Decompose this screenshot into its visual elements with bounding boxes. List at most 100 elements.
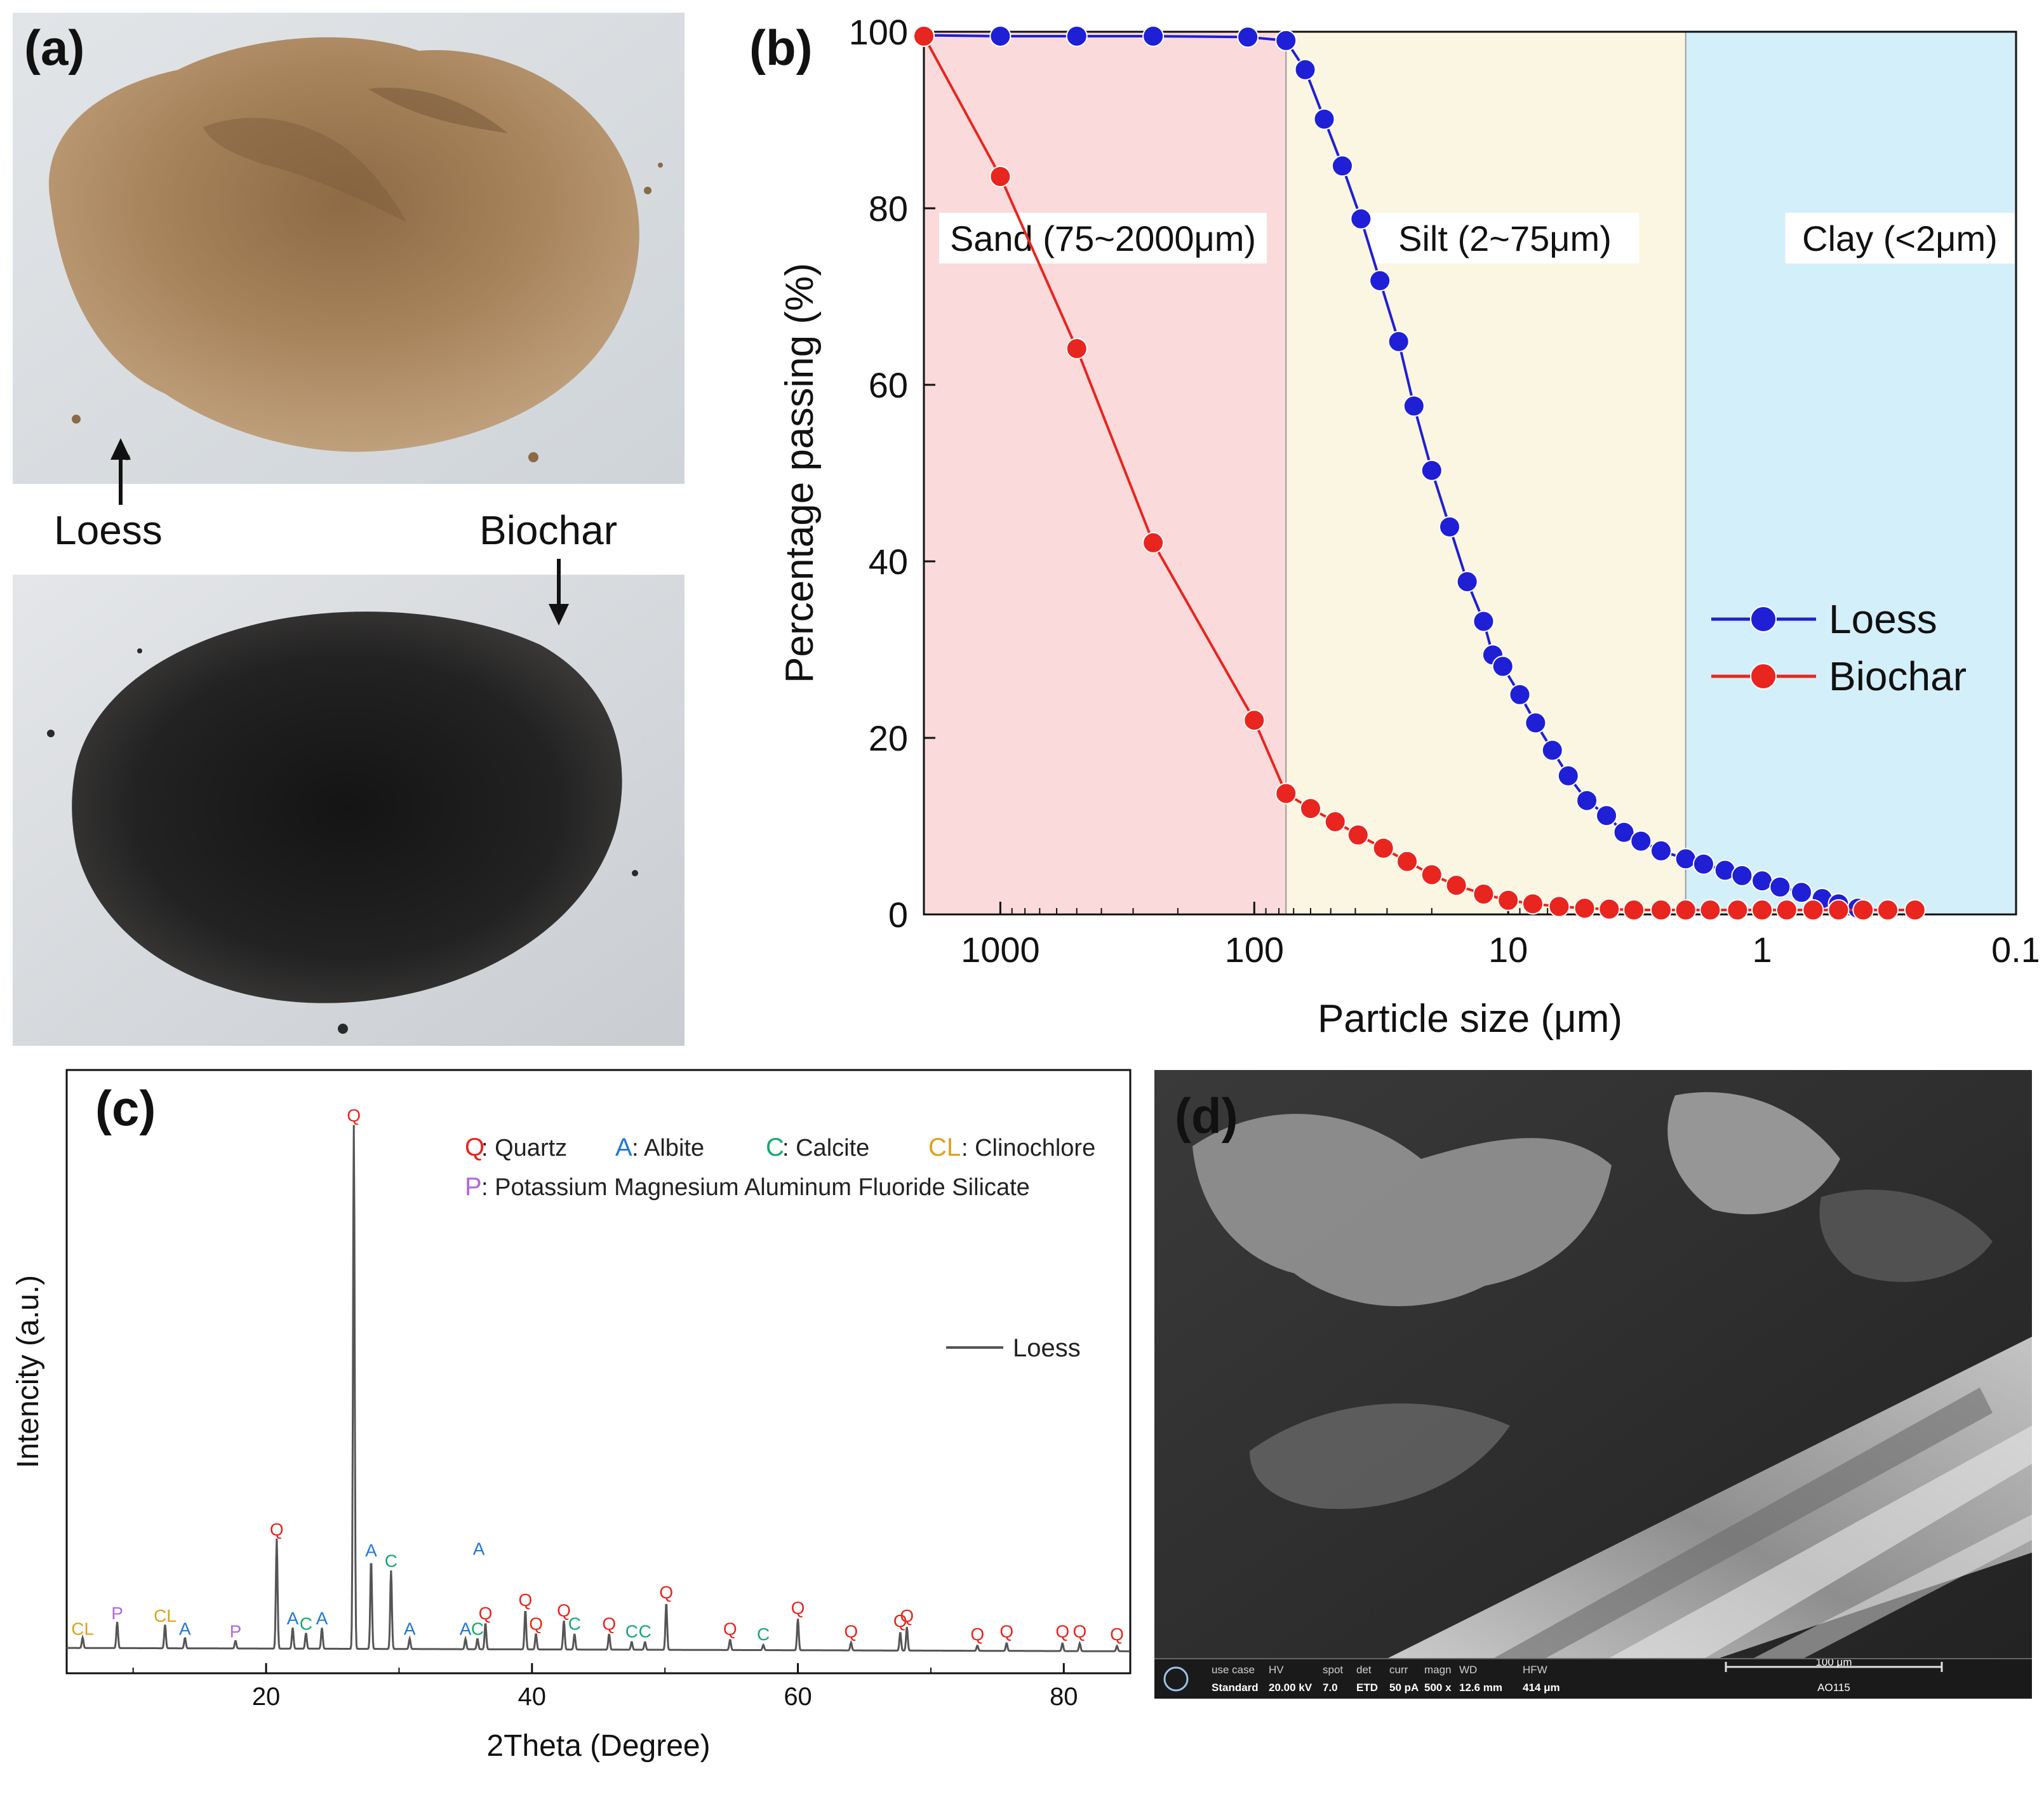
peak-label: Q (557, 1601, 571, 1621)
data-point-loess (1731, 864, 1753, 886)
data-point-biochar (1876, 899, 1899, 921)
peak-label: C (639, 1622, 651, 1642)
sem-header: curr (1389, 1664, 1408, 1676)
phase-name: : Clinochlore (961, 1135, 1095, 1161)
data-point-biochar (1775, 899, 1798, 921)
x-tick-label: 1000 (961, 930, 1040, 970)
y-tick-label: 40 (869, 542, 908, 582)
phase-code: Q (465, 1134, 484, 1161)
region-1 (1286, 32, 1686, 914)
data-point-loess (1630, 830, 1652, 852)
data-point-loess (1692, 853, 1714, 875)
sem-image: use case HV spot det curr magn WD HFW Standard 20… (1154, 1070, 2032, 1699)
data-point-biochar (1420, 864, 1443, 886)
data-point-loess (1769, 876, 1791, 898)
data-point-biochar (1396, 850, 1419, 873)
region-label-bg-2 (1785, 213, 2015, 264)
peak-label: A (460, 1619, 472, 1639)
peak-label: A (287, 1608, 299, 1628)
phase-code: P (465, 1173, 482, 1201)
phase-code: C (766, 1134, 784, 1161)
peak-label: P (111, 1603, 123, 1623)
data-point-biochar (1598, 898, 1620, 920)
data-point-biochar (1623, 899, 1645, 921)
x-tick-label: 0.1 (1991, 930, 2038, 970)
region-0 (924, 32, 1286, 914)
peak-label: Q (970, 1624, 984, 1644)
peak-label: Q (479, 1603, 493, 1623)
fei-logo-icon (1163, 1666, 1189, 1692)
x-tick-label: 40 (518, 1683, 547, 1711)
data-point-biochar (1802, 899, 1824, 921)
data-point-loess (1420, 459, 1443, 481)
peak-label: Q (723, 1619, 737, 1639)
data-point-loess (1275, 29, 1297, 51)
peak-label: Q (1110, 1624, 1124, 1644)
data-point-loess (989, 25, 1012, 47)
data-point-loess (1331, 155, 1353, 177)
data-point-loess (1065, 25, 1088, 47)
legend-label-loess: Loess (1829, 596, 1937, 642)
data-point-biochar (1142, 532, 1165, 554)
y-axis-title: Percentage passing (%) (778, 263, 822, 683)
y-axis-title: Intencity (a.u.) (11, 1275, 45, 1468)
x-tick-label: 60 (784, 1683, 812, 1711)
panel-b-label: (b) (749, 20, 813, 76)
sem-value: Standard (1212, 1682, 1259, 1694)
data-point-biochar (1751, 899, 1773, 921)
peak-label: A (473, 1539, 485, 1558)
data-point-biochar (1275, 782, 1297, 805)
x-axis-title: Particle size (μm) (1318, 997, 1622, 1041)
biochar-label: Biochar (479, 507, 617, 553)
peak-label: Q (1055, 1622, 1069, 1642)
data-point-loess (1674, 848, 1697, 870)
data-point-loess (1492, 655, 1514, 678)
y-tick-label: 60 (869, 365, 908, 405)
sem-header: det (1356, 1664, 1372, 1676)
loess-arrow (110, 438, 131, 505)
sem-header: magn (1424, 1664, 1452, 1676)
data-point-biochar (913, 25, 935, 47)
peak-label: Q (270, 1520, 284, 1539)
phase-name: : Albite (632, 1135, 704, 1161)
peak-label: Q (1073, 1622, 1087, 1642)
peak-label: C (385, 1551, 397, 1570)
sem-value: 7.0 (1323, 1682, 1338, 1694)
data-point-loess (1541, 739, 1563, 761)
sem-value: 500 x (1424, 1682, 1452, 1694)
peak-label: C (471, 1619, 484, 1639)
data-point-biochar (1347, 824, 1369, 846)
data-point-loess (1439, 516, 1461, 538)
panel-a-label: (a) (24, 20, 85, 76)
data-point-biochar (1445, 874, 1467, 897)
peak-label: Q (602, 1614, 616, 1633)
sem-header: HFW (1523, 1664, 1547, 1676)
data-point-biochar (1243, 709, 1266, 732)
loess-label: Loess (54, 507, 163, 553)
scale-label: 100 μm (1815, 1659, 1852, 1668)
region-label-bg-0 (939, 213, 1267, 264)
sem-header: use case (1212, 1664, 1255, 1676)
data-point-loess (1751, 870, 1773, 892)
data-point-biochar (1372, 837, 1394, 859)
data-point-biochar (1699, 899, 1721, 921)
region-label-1: Silt (2~75μm) (1398, 218, 1612, 258)
plot-frame (923, 30, 2017, 916)
legend-marker-biochar (1750, 663, 1777, 690)
x-tick-label: 10 (1488, 930, 1528, 970)
x-tick-label: 100 (1225, 930, 1284, 970)
sem-value: 12.6 mm (1459, 1682, 1502, 1694)
biochar-arrow (549, 559, 569, 625)
peak-label: Q (529, 1614, 543, 1633)
data-point-loess (1313, 108, 1335, 130)
peak-label: Q (659, 1582, 673, 1602)
data-point-loess (1650, 839, 1672, 862)
data-point-loess (1613, 821, 1635, 843)
peak-label: Q (791, 1598, 805, 1618)
data-point-loess (1237, 26, 1259, 48)
peak-label: Q (900, 1606, 914, 1626)
y-tick-label: 100 (849, 12, 908, 52)
data-point-biochar (989, 165, 1012, 187)
biochar-photo (13, 575, 685, 1046)
data-point-biochar (1497, 889, 1520, 911)
